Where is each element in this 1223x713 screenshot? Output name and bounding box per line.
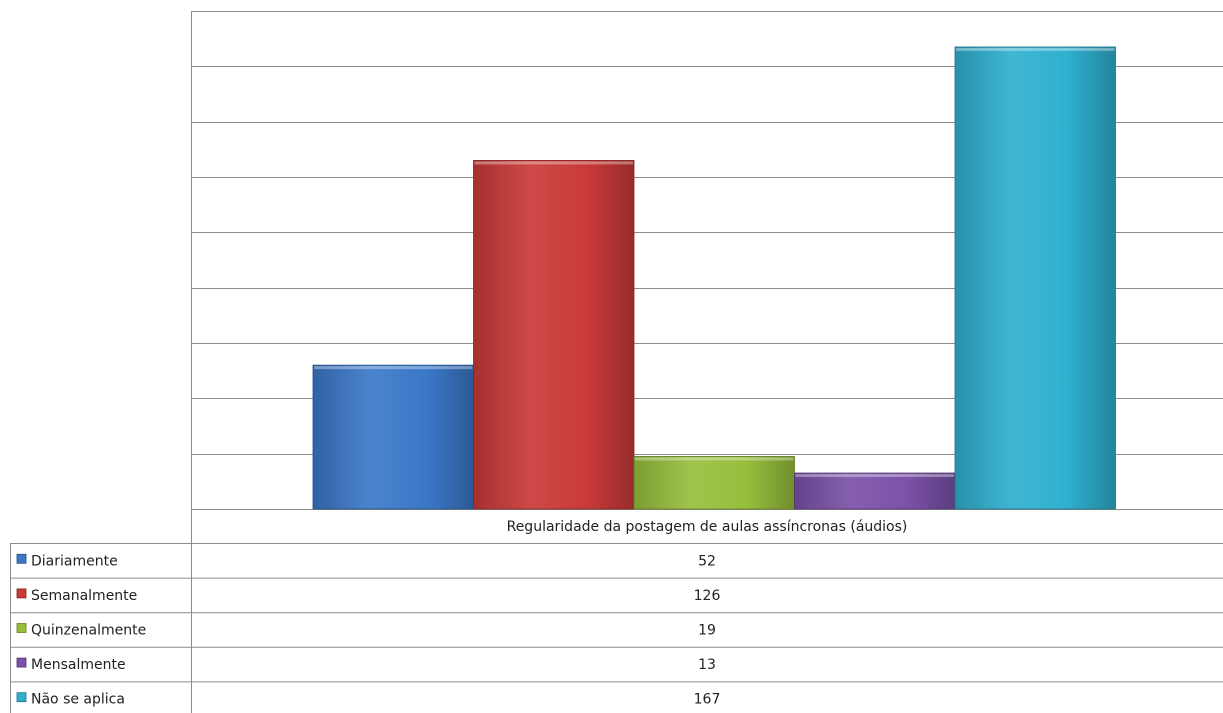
bar-quinzenalmente [633, 456, 795, 510]
legend-key-diariamente [16, 553, 27, 564]
data-value: 19 [698, 623, 716, 639]
data-value: 167 [694, 692, 721, 708]
bar-highlight [956, 47, 1115, 51]
bar-mensalmente [794, 472, 956, 510]
series-label: Quinzenalmente [31, 623, 146, 639]
series-label: Não se aplica [31, 692, 125, 708]
data-value: 126 [694, 588, 721, 604]
legend-key-n-o-se-aplica [16, 692, 27, 703]
bar-semanalmente [473, 159, 635, 510]
series-label: Mensalmente [31, 657, 126, 673]
category-label: Regularidade da postagem de aulas assínc… [507, 519, 908, 535]
data-value: 52 [698, 553, 716, 569]
legend-key-semanalmente [16, 588, 27, 599]
bar-highlight [795, 474, 954, 478]
bars [312, 46, 1116, 510]
bar-highlight [635, 457, 794, 461]
bar-highlight [314, 366, 473, 370]
legend-key-quinzenalmente [16, 623, 27, 633]
data-table: Regularidade da postagem de aulas assínc… [10, 509, 1223, 713]
bar-n-o-se-aplica [954, 46, 1116, 510]
series-label: Semanalmente [31, 588, 137, 604]
bar-highlight [474, 161, 633, 165]
series-label: Diariamente [31, 553, 118, 569]
legend-key-mensalmente [16, 657, 27, 668]
bar-diariamente [312, 364, 474, 510]
data-value: 13 [698, 657, 716, 673]
